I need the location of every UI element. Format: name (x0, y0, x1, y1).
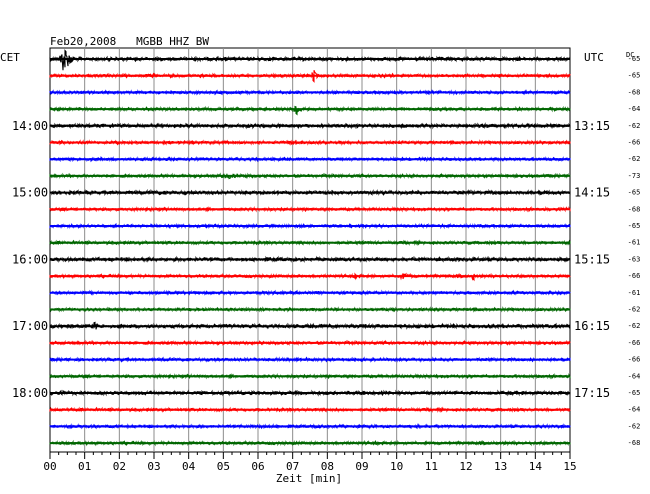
dc-offset-label: -65 (628, 222, 641, 230)
x-tick-label: 07 (286, 460, 299, 473)
right-timezone-label: UTC (584, 51, 604, 64)
dc-offset-label: -62 (628, 155, 641, 163)
dc-offset-label: -64 (628, 406, 641, 414)
x-tick-label: 01 (78, 460, 91, 473)
utc-time-label: 15:15 (574, 252, 610, 266)
x-tick-label: 09 (355, 460, 368, 473)
x-tick-label: 04 (182, 460, 196, 473)
dc-offset-label: -62 (628, 306, 641, 314)
x-tick-label: 05 (217, 460, 230, 473)
axis-labels: -65 -65 -68 -64 -62 -66 -62 -73 -65 -68 -65 -61 -63 -… (12, 55, 640, 473)
utc-time-label: 17:15 (574, 386, 610, 400)
x-tick-label: 08 (321, 460, 334, 473)
dc-offset-label: -68 (628, 88, 641, 96)
x-tick-label: 02 (113, 460, 126, 473)
utc-time-label: 14:15 (574, 186, 610, 200)
cet-time-label: 17:00 (12, 319, 48, 333)
dc-offset-label: -65 (628, 389, 641, 397)
dc-offset-label: -62 (628, 422, 641, 430)
dc-offset-label: -63 (628, 255, 641, 263)
x-tick-label: 14 (529, 460, 543, 473)
dc-offset-label: -61 (628, 239, 641, 247)
dc-offset-label: -65 (628, 55, 641, 63)
utc-time-label: 13:15 (574, 119, 610, 133)
seismic-trace (49, 105, 571, 116)
dc-offset-label: -62 (628, 122, 641, 130)
dc-offset-label: -68 (628, 439, 641, 447)
x-tick-label: 06 (251, 460, 264, 473)
cet-time-label: 16:00 (12, 252, 48, 266)
trace-lines (49, 49, 571, 447)
dc-offset-label: -66 (628, 356, 641, 364)
x-tick-label: 13 (494, 460, 507, 473)
x-tick-label: 12 (459, 460, 472, 473)
dc-offset-label: -64 (628, 372, 641, 380)
x-axis-title: Zeit [min] (276, 472, 342, 485)
dc-offset-label: -61 (628, 289, 641, 297)
dc-offset-label: -62 (628, 322, 641, 330)
cet-time-label: 15:00 (12, 186, 48, 200)
x-tick-label: 10 (390, 460, 403, 473)
x-tick-label: 03 (147, 460, 160, 473)
x-tick-label: 00 (43, 460, 56, 473)
dc-offset-label: -66 (628, 339, 641, 347)
dc-offset-label: -65 (628, 189, 641, 197)
cet-time-label: 14:00 (12, 119, 48, 133)
plot-grid (49, 47, 571, 459)
dc-offset-label: -65 (628, 72, 641, 80)
dc-offset-header: DC (626, 51, 634, 59)
x-tick-label: 15 (563, 460, 576, 473)
utc-time-label: 16:15 (574, 319, 610, 333)
x-tick-label: 11 (425, 460, 438, 473)
dc-offset-label: -66 (628, 272, 641, 280)
cet-time-label: 18:00 (12, 386, 48, 400)
chart-title: Feb20,2008 MGBB HHZ BW (50, 35, 209, 48)
dc-offset-label: -66 (628, 139, 641, 147)
dc-offset-label: -68 (628, 205, 641, 213)
dc-offset-label: -73 (628, 172, 641, 180)
dc-offset-label: -64 (628, 105, 641, 113)
left-timezone-label: CET (0, 51, 20, 64)
seismic-trace (49, 49, 571, 71)
